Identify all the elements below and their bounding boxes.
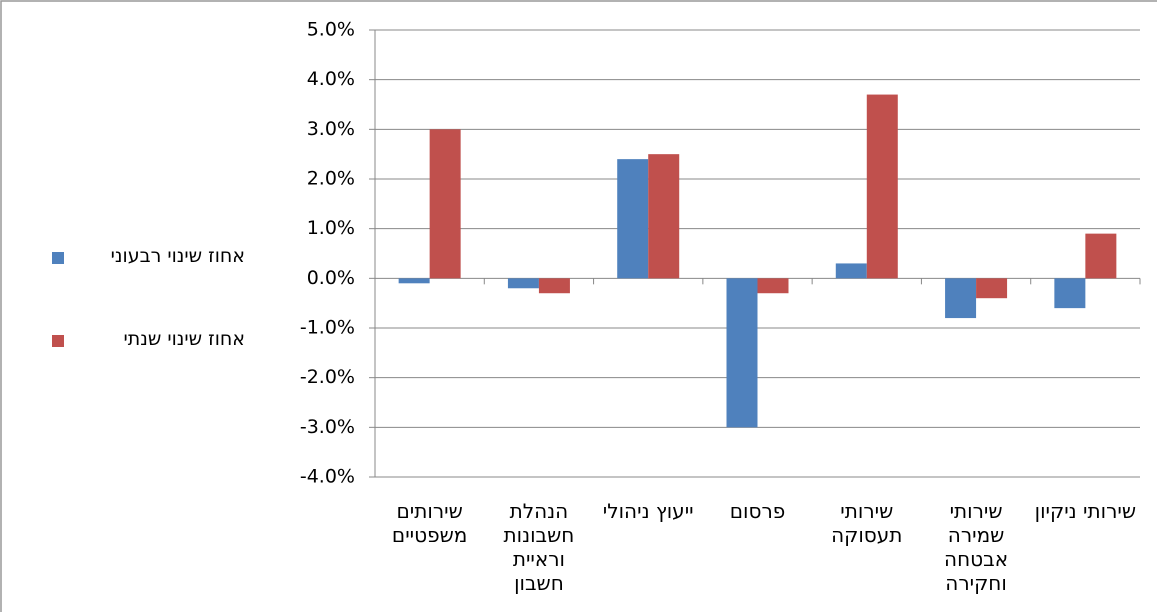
bar [429,129,461,279]
legend-swatch [52,252,64,264]
x-tick-label: שירותי תעסוקה [831,499,903,547]
x-tick-label: שירותי ניקיון [1034,499,1137,523]
y-tick-label: 1.0% [307,217,355,239]
bar [617,159,649,279]
bar [538,278,570,294]
x-tick-label: שירותים משפטיים [391,499,468,547]
y-tick-label: -1.0% [300,317,355,339]
x-tick-label: שירותי שמירה אבטחה וחקירה [944,499,1009,595]
bar [507,278,539,289]
legend-label: אחוז שינוי רבעוני [110,245,245,267]
bar [757,278,789,294]
x-tick-label: הנהלת חשבונות וראיית חשבון [503,499,575,595]
bar [945,278,977,319]
y-tick-label: 0.0% [307,267,355,289]
x-tick-label: פרסום [729,499,786,523]
bar [726,278,758,428]
bar [835,263,867,279]
bar [976,278,1008,299]
bar [398,278,430,284]
legend-swatch [52,335,64,347]
bar [1085,233,1117,279]
bar [866,94,898,279]
y-tick-label: 5.0% [307,19,355,41]
y-tick-label: 2.0% [307,168,355,190]
bar [1054,278,1086,309]
bar [648,154,680,279]
x-tick-label: ייעוץ ניהולי [602,499,694,523]
y-tick-label: -3.0% [300,416,355,438]
y-tick-label: -2.0% [300,366,355,388]
legend-label: אחוז שינוי שנתי [123,328,246,350]
y-tick-label: 3.0% [307,118,355,140]
y-tick-label: 4.0% [307,68,355,90]
y-tick-label: -4.0% [300,466,355,488]
